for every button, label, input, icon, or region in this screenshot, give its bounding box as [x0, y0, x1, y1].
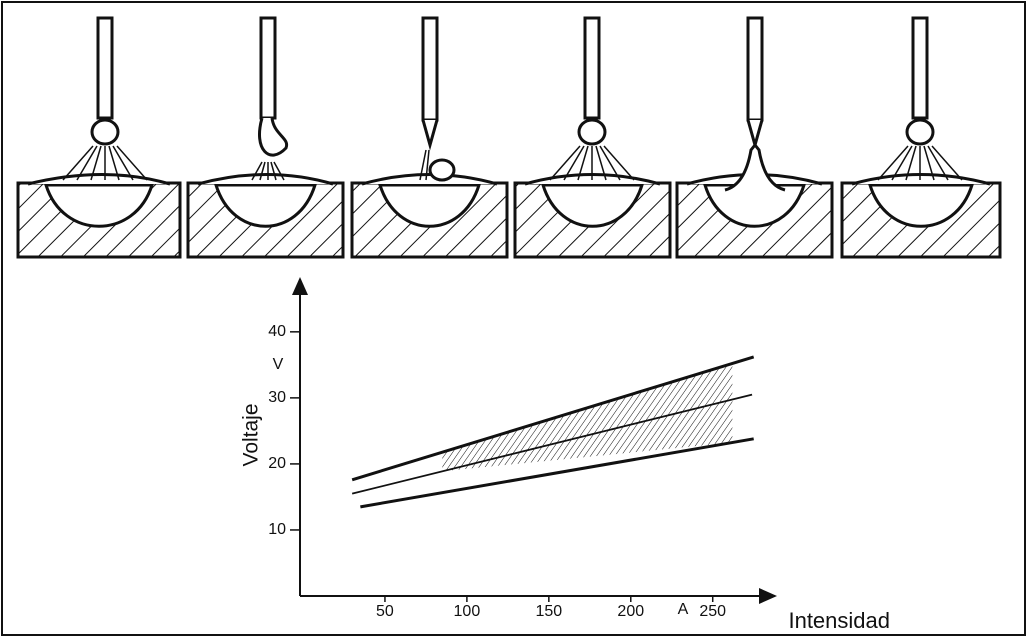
- electrode: [96, 16, 114, 120]
- arc-ray: [62, 145, 94, 181]
- line: [351, 393, 753, 495]
- arc-ray: [931, 145, 963, 181]
- bead: [197, 173, 334, 186]
- x-tick-label: 100: [454, 603, 481, 620]
- weld-panel: [513, 16, 672, 259]
- electrode: [421, 16, 439, 122]
- arc-ray: [108, 145, 120, 181]
- bead: [851, 173, 991, 186]
- arc-ray: [603, 145, 635, 181]
- electrode-tip: [746, 119, 764, 151]
- weld-panel: [350, 16, 509, 259]
- arc-ray: [419, 149, 427, 181]
- bead: [361, 173, 498, 186]
- x-unit: A: [678, 601, 689, 618]
- arc-ray: [923, 145, 935, 181]
- x-tick-label: 250: [699, 603, 726, 620]
- arc-ray: [273, 161, 285, 181]
- arc-ray: [116, 145, 148, 181]
- arc-ray: [563, 145, 585, 181]
- x-axis-label: Intensidad: [788, 608, 890, 633]
- weld-pool: [43, 183, 155, 228]
- y-tick-label: 40: [268, 323, 286, 340]
- arc-ray: [927, 145, 949, 181]
- x-tick-label: 200: [617, 603, 644, 620]
- weld-panel: [186, 16, 345, 259]
- droplet: [90, 118, 120, 146]
- welding-illustrations: [16, 16, 1002, 259]
- arc-ray: [549, 145, 581, 181]
- weld-panel: [16, 16, 182, 259]
- metal-bridge: [724, 142, 786, 192]
- y-tick-label: 10: [268, 521, 286, 538]
- arc-ray: [251, 161, 263, 181]
- line: [360, 437, 754, 509]
- arc-ray: [90, 145, 102, 181]
- x-tick-label: 150: [535, 603, 562, 620]
- arc-ray: [877, 145, 909, 181]
- bead: [27, 173, 171, 186]
- droplet: [577, 118, 607, 146]
- droplet: [258, 117, 289, 157]
- electrode: [746, 16, 764, 122]
- arc-ray: [577, 145, 589, 181]
- weld-pool: [540, 183, 645, 228]
- arc-ray: [595, 145, 607, 181]
- y-unit: V: [273, 356, 284, 373]
- droplet: [428, 158, 456, 182]
- line: [351, 355, 755, 482]
- electrode-tip: [421, 119, 439, 151]
- shaded-band: [442, 363, 733, 472]
- electrode: [583, 16, 601, 120]
- weld-panel: [840, 16, 1002, 259]
- weld-panel: [675, 16, 834, 259]
- weld-pool: [213, 183, 318, 228]
- x-tick-label: 50: [376, 603, 394, 620]
- y-axis-label: Voltaje: [240, 403, 263, 466]
- y-tick-label: 30: [268, 389, 286, 406]
- arc-ray: [891, 145, 913, 181]
- arc-ray: [76, 145, 98, 181]
- arc-ray: [905, 145, 917, 181]
- arc-ray: [270, 161, 277, 181]
- weld-pool: [377, 183, 482, 228]
- electrode: [911, 16, 929, 120]
- arc-ray: [425, 149, 430, 181]
- weld-pool: [867, 183, 975, 228]
- droplet: [905, 118, 935, 146]
- y-tick-label: 20: [268, 455, 286, 472]
- weld-pool: [702, 183, 807, 228]
- arc-ray: [599, 145, 621, 181]
- electrode: [259, 16, 277, 120]
- arc-ray: [112, 145, 134, 181]
- arc-ray: [259, 161, 266, 181]
